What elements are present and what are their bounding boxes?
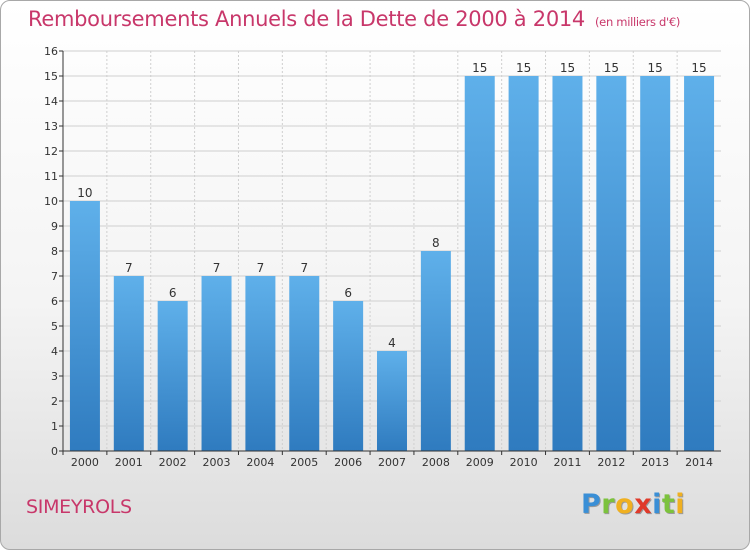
y-tick-label: 12 (44, 145, 58, 158)
x-tick-label: 2003 (203, 456, 231, 469)
data-label: 8 (432, 236, 440, 250)
bar-2008 (420, 251, 451, 451)
y-tick-label: 8 (51, 245, 58, 258)
bars (69, 76, 715, 451)
y-tick-label: 3 (51, 370, 58, 383)
data-label: 6 (169, 286, 177, 300)
y-tick-label: 13 (44, 120, 58, 133)
town-name: SIMEYROLS (26, 496, 132, 518)
proxiti-logo: Proxiti (581, 489, 685, 520)
bar-2005 (289, 276, 320, 451)
y-tick-label: 2 (51, 395, 58, 408)
y-tick-label: 6 (51, 295, 58, 308)
y-tick-label: 10 (44, 195, 58, 208)
data-label: 4 (388, 336, 396, 350)
axes (59, 50, 721, 455)
data-label: 10 (77, 186, 92, 200)
y-tick-label: 11 (44, 170, 58, 183)
y-tick-label: 1 (51, 420, 58, 433)
logo-letter: x (634, 489, 653, 520)
labels: 0123456789101112131415161020007200162002… (44, 45, 713, 469)
logo-letter: P (581, 489, 602, 520)
bar-2003 (201, 276, 232, 451)
y-tick-label: 7 (51, 270, 58, 283)
x-tick-label: 2005 (290, 456, 318, 469)
x-tick-label: 2004 (246, 456, 274, 469)
x-tick-label: 2011 (553, 456, 581, 469)
x-tick-label: 2007 (378, 456, 406, 469)
bar-2010 (508, 76, 539, 451)
bar-2007 (377, 351, 407, 451)
bar-2013 (640, 76, 671, 451)
y-tick-label: 16 (44, 45, 58, 58)
data-label: 15 (516, 61, 531, 75)
x-tick-label: 2008 (422, 456, 450, 469)
bar-2009 (464, 76, 495, 451)
logo-letter: t (661, 489, 676, 520)
data-label: 15 (472, 61, 487, 75)
x-tick-label: 2001 (115, 456, 143, 469)
logo-letter: r (601, 489, 616, 520)
bar-2001 (113, 276, 144, 451)
bar-2006 (333, 301, 364, 451)
y-tick-label: 4 (51, 345, 58, 358)
x-tick-label: 2002 (159, 456, 187, 469)
y-tick-label: 14 (44, 95, 58, 108)
y-tick-label: 0 (51, 445, 58, 458)
bar-2000 (69, 201, 100, 451)
logo-letter: i (652, 489, 662, 520)
bar-2014 (684, 76, 715, 451)
chart-title-text: Remboursements Annuels de la Dette de 20… (28, 7, 585, 31)
y-tick-label: 15 (44, 70, 58, 83)
bar-2012 (596, 76, 627, 451)
x-tick-label: 2010 (510, 456, 538, 469)
data-label: 15 (604, 61, 619, 75)
x-tick-label: 2009 (466, 456, 494, 469)
logo-letter: o (615, 489, 635, 520)
data-label: 15 (691, 61, 706, 75)
x-tick-label: 2013 (641, 456, 669, 469)
x-tick-label: 2000 (71, 456, 99, 469)
x-tick-label: 2012 (597, 456, 625, 469)
x-tick-label: 2006 (334, 456, 362, 469)
y-tick-label: 9 (51, 220, 58, 233)
x-tick-label: 2014 (685, 456, 713, 469)
data-label: 7 (257, 261, 265, 275)
data-label: 7 (213, 261, 221, 275)
bar-2004 (245, 276, 276, 451)
data-label: 6 (344, 286, 352, 300)
data-label: 15 (648, 61, 663, 75)
data-label: 7 (125, 261, 133, 275)
bar-2011 (552, 76, 583, 451)
data-label: 15 (560, 61, 575, 75)
y-tick-label: 5 (51, 320, 58, 333)
data-label: 7 (300, 261, 308, 275)
logo-letter: i (675, 489, 686, 520)
bar-2002 (157, 301, 188, 451)
chart-title: Remboursements Annuels de la Dette de 20… (28, 7, 680, 31)
chart-subtitle: (en milliers d'€) (595, 15, 681, 29)
